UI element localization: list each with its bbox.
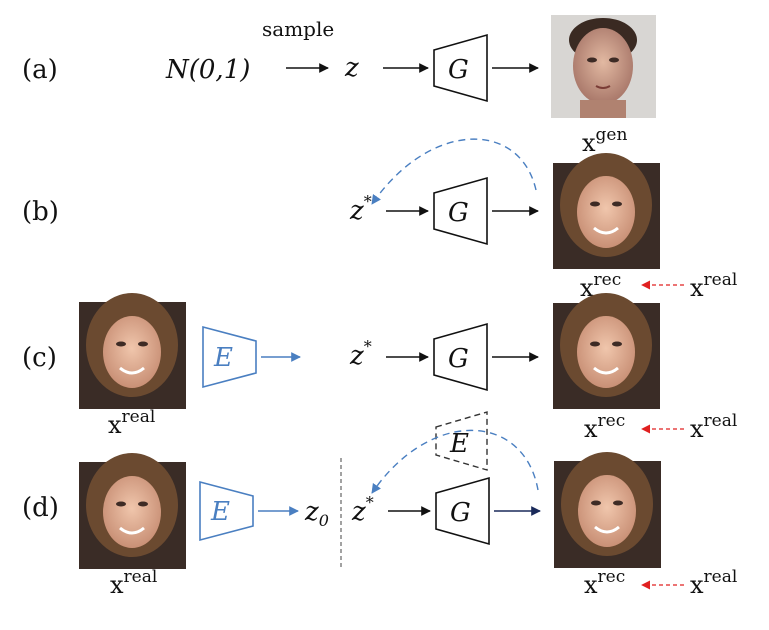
row-b-generator-label: G [448, 198, 469, 228]
row-c-reconstruction-label: xrec [584, 411, 625, 443]
row-c-input-face-image [79, 293, 186, 409]
row-b-generator-box [433, 176, 488, 246]
row-d-aux-encoder-label: E [449, 429, 469, 459]
row-c-z-star: z* [349, 337, 372, 371]
row-b-label: (b) [22, 197, 59, 227]
row-c-input-label: xreal [108, 407, 155, 439]
row-d-generator-label: G [450, 498, 471, 528]
row-d-optimization-curve [371, 429, 539, 494]
row-d-z0: z0 [304, 497, 329, 530]
row-b-reconstruction-face-image [553, 153, 660, 269]
row-c-label: (c) [22, 343, 57, 373]
row-b-optimization-curve [371, 138, 537, 205]
row-c-real-label: xreal [690, 411, 737, 443]
row-d-input-label: xreal [110, 567, 157, 599]
row-c-encoder-label: E [213, 343, 233, 373]
row-d-encoder-label: E [210, 497, 230, 527]
row-b-real-label: xreal [690, 270, 737, 302]
row-b-reconstruction-label: xrec [580, 270, 621, 302]
row-a-generated-face-image [551, 15, 656, 118]
row-d-reconstruction-face-image [554, 452, 661, 568]
row-a-output-label: xgen [582, 125, 627, 157]
row-a-generator-label: G [448, 55, 469, 85]
row-d-input-face-image [79, 453, 186, 569]
row-c-encoder-box [202, 325, 257, 389]
row-c-reconstruction-face-image [553, 293, 660, 409]
row-a-distribution: N(0,1) [165, 55, 250, 85]
row-d-z-star: z* [351, 493, 374, 527]
row-c-generator-label: G [448, 344, 469, 374]
row-d-real-label: xreal [690, 567, 737, 599]
row-a-generator-box [433, 33, 488, 103]
row-a-z: z [344, 53, 359, 83]
row-d-encoder-box [199, 480, 254, 542]
row-d-reconstruction-label: xrec [584, 567, 625, 599]
row-c-generator-box [433, 322, 488, 392]
row-b-z-star: z* [349, 192, 372, 226]
row-d-generator-box [435, 476, 490, 546]
row-a-sample-label: sample [262, 17, 334, 41]
row-d-label: (d) [22, 493, 59, 523]
row-a-label: (a) [22, 55, 58, 85]
row-d-aux-encoder-box [435, 411, 488, 471]
